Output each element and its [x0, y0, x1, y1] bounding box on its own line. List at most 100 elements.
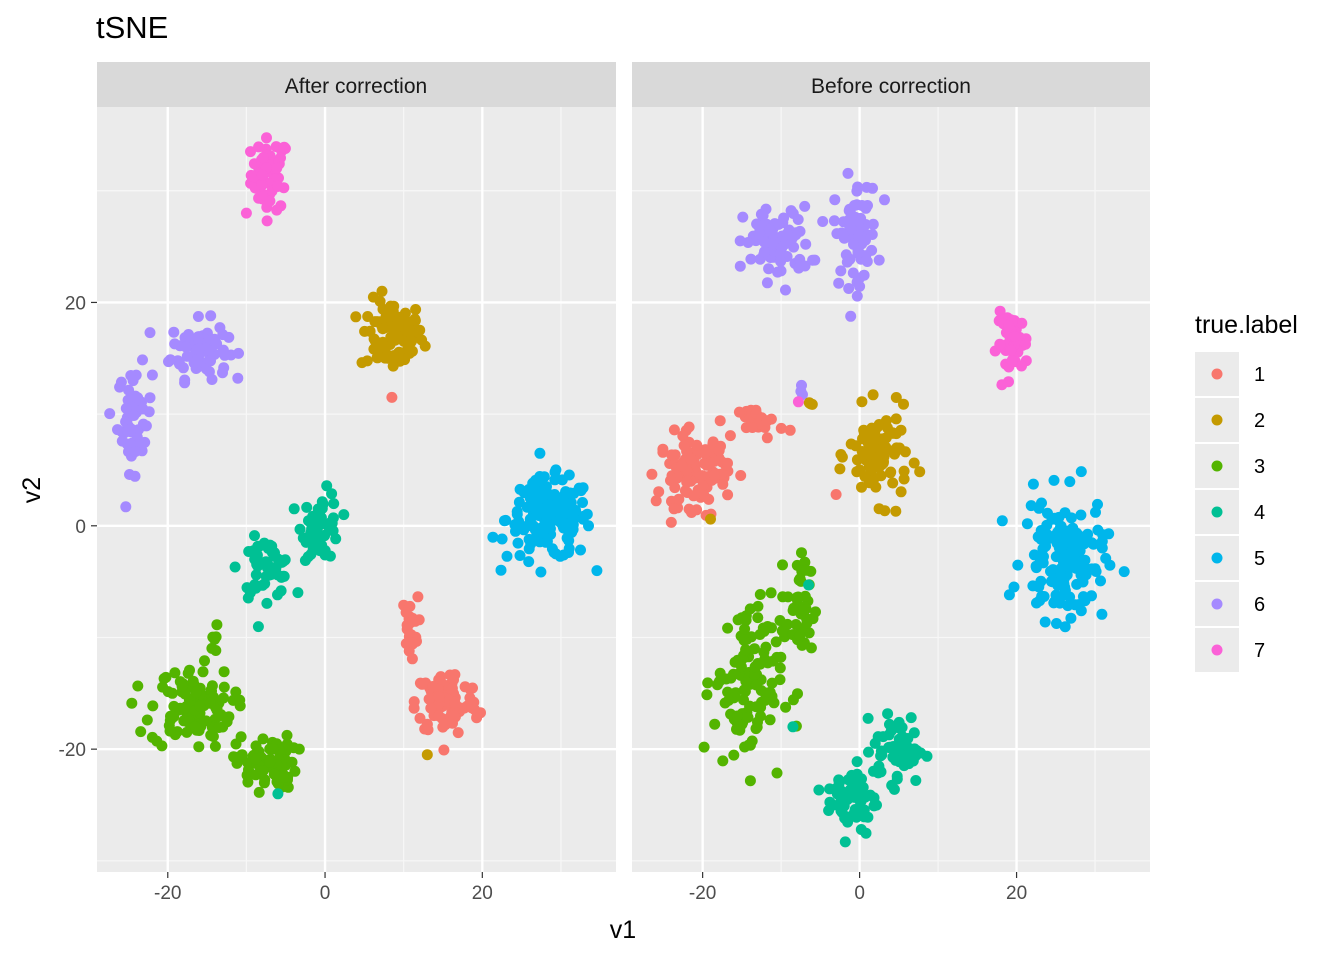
- data-point: [898, 398, 909, 410]
- data-point: [846, 209, 858, 221]
- data-point: [376, 285, 388, 297]
- data-point: [122, 425, 134, 437]
- data-point: [835, 449, 847, 460]
- data-point: [867, 182, 878, 194]
- data-point: [657, 443, 669, 455]
- data-point: [772, 266, 784, 278]
- data-point: [448, 710, 460, 722]
- data-point: [742, 237, 754, 248]
- data-point: [833, 277, 845, 289]
- x-tick-label: 0: [854, 883, 865, 904]
- data-point: [534, 447, 546, 459]
- data-point: [678, 440, 690, 451]
- data-point: [164, 354, 176, 366]
- data-point: [794, 630, 806, 641]
- data-point: [162, 686, 174, 698]
- data-point: [387, 360, 399, 372]
- data-point: [1090, 506, 1101, 518]
- data-point: [749, 643, 760, 655]
- data-point: [717, 755, 729, 767]
- data-point: [272, 589, 283, 601]
- data-point: [205, 355, 216, 367]
- data-point: [668, 424, 680, 436]
- data-point: [521, 501, 533, 513]
- data-point: [873, 254, 885, 266]
- data-point: [746, 422, 758, 433]
- data-point: [1089, 563, 1101, 575]
- data-point: [851, 290, 863, 302]
- data-point: [885, 466, 897, 478]
- data-point: [233, 347, 244, 359]
- data-point: [1062, 600, 1074, 612]
- data-point: [250, 569, 262, 581]
- data-point: [112, 424, 123, 436]
- data-point: [147, 700, 159, 712]
- data-point: [1074, 538, 1086, 550]
- data-point: [249, 530, 260, 542]
- y-tick-label: 0: [75, 517, 86, 538]
- data-point: [249, 579, 261, 591]
- data-point: [245, 146, 256, 158]
- data-point: [668, 503, 680, 515]
- data-point: [780, 284, 791, 296]
- data-point: [1006, 355, 1018, 367]
- data-point: [996, 515, 1008, 527]
- data-point: [745, 253, 757, 265]
- data-point: [219, 349, 231, 361]
- data-point: [863, 746, 874, 758]
- data-point: [1100, 552, 1112, 564]
- y-tick-label: -20: [59, 740, 86, 761]
- data-point: [1082, 528, 1094, 540]
- facet-panel-before-correction: Before correction -20 0 20: [632, 62, 1150, 904]
- data-point: [548, 546, 560, 558]
- data-point: [757, 210, 769, 221]
- data-point: [321, 480, 333, 492]
- data-point: [114, 381, 126, 393]
- data-point: [759, 246, 770, 258]
- data-point: [673, 493, 685, 505]
- data-point: [364, 325, 376, 337]
- data-point: [787, 721, 799, 733]
- data-point: [513, 496, 525, 508]
- data-point: [848, 238, 859, 250]
- data-point: [257, 733, 269, 745]
- data-point: [218, 692, 229, 704]
- data-point: [781, 228, 793, 240]
- data-point: [200, 715, 212, 727]
- data-point: [743, 739, 755, 751]
- data-point: [168, 700, 180, 712]
- strip-label: After correction: [285, 75, 427, 98]
- data-point: [698, 490, 710, 502]
- data-point: [132, 680, 144, 692]
- data-point: [830, 489, 842, 500]
- data-point: [510, 525, 521, 537]
- data-point: [872, 421, 883, 433]
- data-point: [328, 498, 340, 510]
- data-point: [140, 420, 152, 432]
- data-point: [828, 215, 840, 227]
- data-point: [752, 612, 764, 624]
- data-point: [774, 662, 786, 674]
- data-point: [722, 489, 734, 501]
- data-point: [761, 415, 773, 427]
- data-point: [869, 434, 881, 446]
- data-point: [775, 248, 786, 260]
- data-point: [1028, 549, 1040, 561]
- data-point: [807, 254, 819, 266]
- data-point: [408, 702, 420, 714]
- data-point: [123, 384, 135, 396]
- data-point: [128, 410, 140, 421]
- y-tick-label: 20: [65, 293, 86, 314]
- data-point: [272, 180, 284, 192]
- data-point: [733, 406, 745, 418]
- data-point: [252, 621, 264, 633]
- gridlines: [97, 107, 616, 872]
- data-point: [127, 375, 139, 387]
- data-point: [386, 391, 398, 403]
- data-point: [248, 171, 260, 183]
- data-point: [1032, 531, 1044, 543]
- data-point: [708, 469, 720, 481]
- data-point: [854, 464, 866, 476]
- data-point: [869, 458, 881, 470]
